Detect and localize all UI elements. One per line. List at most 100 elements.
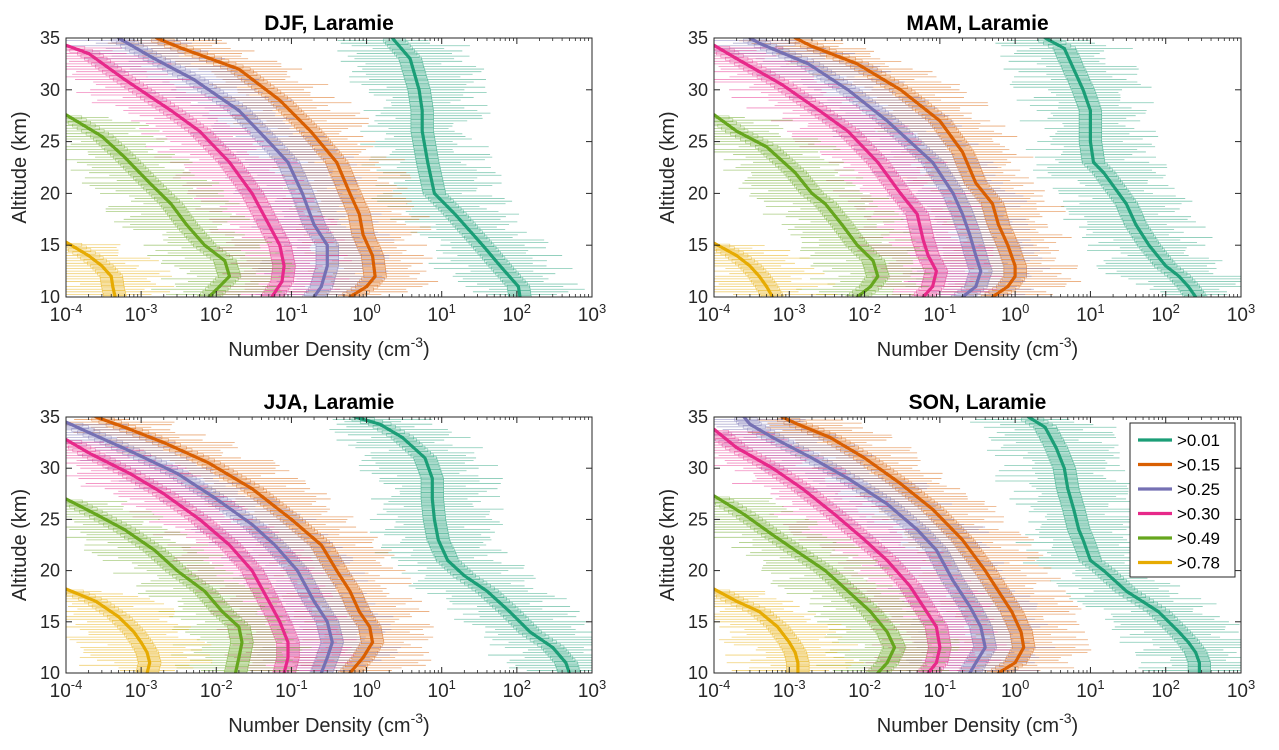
x-tick-label: 10-1 (275, 301, 308, 326)
x-axis-label-end: ) (1072, 715, 1079, 737)
x-tick-exponent: -2 (221, 677, 233, 692)
y-tick-label: 20 (40, 561, 60, 581)
series-line-078 (714, 587, 800, 673)
x-tick-exponent: 3 (599, 677, 606, 692)
x-tick-exponent: 3 (1248, 677, 1255, 692)
x-tick-label: 100 (352, 301, 380, 326)
x-tick-exponent: 0 (374, 301, 381, 316)
x-tick-label: 103 (578, 677, 606, 702)
y-axis-label: Altitude (km) (657, 111, 679, 223)
x-tick-base: 10 (773, 305, 794, 326)
x-tick-exponent: -2 (869, 301, 881, 316)
y-axis-label: Altitude (km) (9, 489, 31, 601)
x-tick-label: 10-2 (848, 301, 881, 326)
chart-panel-3: 10-4 10-3 10-2 10-1 100 101 102 103101520253035… (9, 391, 606, 737)
series-lines (714, 38, 1198, 297)
x-tick-base: 10 (503, 681, 524, 702)
x-tick-exponent: 2 (524, 677, 531, 692)
x-tick-base: 10 (428, 681, 449, 702)
y-tick-label: 30 (688, 80, 708, 100)
x-tick-exponent: -1 (945, 301, 957, 316)
x-axis-label-superscript: -3 (411, 334, 424, 350)
x-tick-base: 10 (578, 681, 599, 702)
x-tick-label: 103 (1227, 677, 1255, 702)
y-tick-label: 35 (688, 28, 708, 48)
x-axis-label-text: Number Density (cm (228, 715, 410, 737)
y-tick-label: 20 (688, 561, 708, 581)
x-tick-label: 10-1 (924, 677, 957, 702)
x-tick-label: 102 (1152, 301, 1180, 326)
x-tick-base: 10 (773, 681, 794, 702)
x-tick-label: 10-4 (698, 677, 731, 702)
x-tick-label: 101 (428, 677, 456, 702)
x-tick-base: 10 (352, 681, 373, 702)
x-tick-label: 102 (503, 301, 531, 326)
series-line-049 (714, 113, 880, 297)
x-tick-exponent: 3 (1248, 301, 1255, 316)
y-tick-label: 35 (40, 407, 60, 427)
series-line-015 (94, 417, 375, 673)
x-tick-base: 10 (924, 681, 945, 702)
legend-label: >0.30 (1177, 505, 1220, 524)
x-tick-exponent: 3 (599, 301, 606, 316)
x-tick-exponent: -3 (146, 301, 158, 316)
y-tick-label: 10 (688, 287, 708, 307)
x-tick-base: 10 (1001, 681, 1022, 702)
series-lines (714, 417, 1201, 673)
y-tick-label: 35 (40, 28, 60, 48)
y-tick-label: 25 (688, 132, 708, 152)
series-line-025 (748, 38, 983, 297)
series-lines (66, 38, 522, 297)
y-tick-label: 25 (40, 509, 60, 529)
x-tick-exponent: -2 (221, 301, 233, 316)
x-tick-exponent: -1 (296, 301, 308, 316)
x-tick-base: 10 (1227, 305, 1248, 326)
series-line-015 (780, 417, 1026, 673)
y-tick-label: 25 (40, 132, 60, 152)
x-tick-base: 10 (1227, 681, 1248, 702)
y-tick-label: 15 (688, 612, 708, 632)
x-tick-label: 100 (352, 677, 380, 702)
x-tick-label: 102 (1152, 677, 1180, 702)
axes-frame (65, 37, 593, 298)
legend-label: >0.01 (1177, 431, 1220, 450)
x-tick-base: 10 (200, 305, 221, 326)
chart-title: JJA, Laramie (264, 391, 395, 414)
legend-label: >0.15 (1177, 456, 1220, 475)
legend-label: >0.49 (1177, 529, 1220, 548)
x-tick-exponent: -3 (146, 677, 158, 692)
y-tick-label: 30 (40, 458, 60, 478)
x-tick-exponent: 0 (1022, 677, 1029, 692)
chart-title: DJF, Laramie (264, 12, 394, 35)
x-tick-base: 10 (698, 681, 719, 702)
y-tick-label: 25 (688, 509, 708, 529)
series-lines (66, 417, 571, 673)
x-axis-label-text: Number Density (cm (877, 339, 1059, 361)
x-tick-base: 10 (125, 305, 146, 326)
y-tick-label: 35 (688, 407, 708, 427)
y-tick-label: 10 (40, 663, 60, 683)
y-tick-label: 30 (40, 80, 60, 100)
series-line-078 (714, 241, 775, 297)
series-line-030 (66, 437, 290, 673)
x-tick-label: 101 (428, 301, 456, 326)
x-tick-label: 10-2 (848, 677, 881, 702)
x-tick-label: 100 (1001, 301, 1029, 326)
x-tick-label: 10-3 (773, 677, 806, 702)
x-tick-label: 101 (1076, 301, 1104, 326)
x-axis-label-superscript: -3 (1059, 710, 1072, 726)
x-tick-exponent: 0 (374, 677, 381, 692)
x-tick-label: 100 (1001, 677, 1029, 702)
x-tick-exponent: -1 (296, 677, 308, 692)
chart-title: SON, Laramie (909, 391, 1047, 414)
x-tick-base: 10 (352, 305, 373, 326)
x-tick-base: 10 (848, 681, 869, 702)
y-tick-label: 10 (40, 287, 60, 307)
x-tick-label: 102 (503, 677, 531, 702)
x-tick-base: 10 (50, 681, 71, 702)
y-tick-label: 15 (40, 612, 60, 632)
x-tick-base: 10 (1001, 305, 1022, 326)
series-line-001 (1043, 38, 1198, 297)
x-tick-exponent: 1 (1097, 301, 1104, 316)
axes-frame (713, 416, 1242, 674)
